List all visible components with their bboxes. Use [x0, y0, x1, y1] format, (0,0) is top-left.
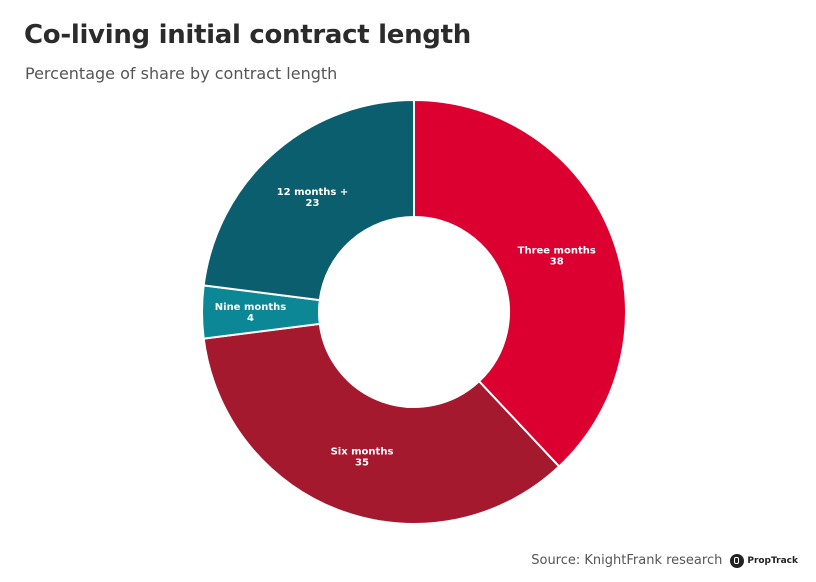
source-note: Source: KnightFrank research: [531, 553, 723, 568]
slice-label: 12 months +23: [277, 187, 349, 209]
logo-text: PropTrack: [747, 555, 798, 566]
footer: Source: KnightFrank research PropTrack: [531, 553, 798, 568]
slice-12-months: [202, 98, 415, 302]
chart-title: Co-living initial contract length: [24, 20, 471, 50]
slice-label: Nine months 4: [215, 302, 286, 324]
slice-label: Three months 38: [518, 245, 596, 267]
proptrack-logo: PropTrack: [730, 553, 798, 568]
slice-six-months: [202, 322, 561, 525]
slice-label: Six months 35: [331, 446, 394, 468]
slice-three-months: [413, 98, 627, 468]
proptrack-icon: [730, 553, 745, 568]
chart-subtitle: Percentage of share by contract length: [25, 64, 338, 83]
